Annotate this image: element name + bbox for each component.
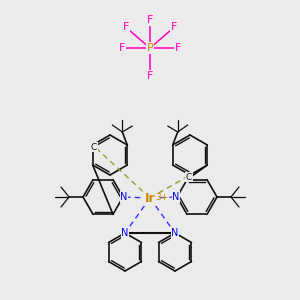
Text: N: N: [121, 228, 129, 238]
Text: F: F: [147, 71, 153, 81]
Text: F: F: [119, 43, 125, 53]
Text: F: F: [147, 15, 153, 25]
Text: Ir: Ir: [145, 191, 155, 205]
Text: C: C: [91, 142, 97, 152]
Text: 3+: 3+: [155, 193, 169, 202]
Text: F: F: [175, 43, 181, 53]
Text: F: F: [171, 22, 177, 32]
Text: N: N: [172, 192, 180, 202]
Text: P: P: [147, 43, 153, 53]
Text: C: C: [186, 172, 192, 182]
Text: F: F: [123, 22, 129, 32]
Text: N: N: [171, 228, 179, 238]
Text: N: N: [120, 192, 128, 202]
